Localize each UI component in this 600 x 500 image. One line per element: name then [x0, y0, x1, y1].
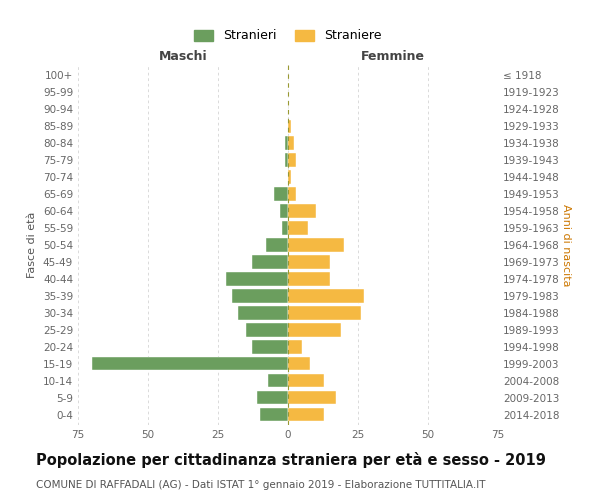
Bar [288, 120, 291, 133]
Y-axis label: Fasce di età: Fasce di età [28, 212, 37, 278]
Text: Maschi: Maschi [158, 50, 208, 64]
Bar [288, 272, 330, 285]
Bar [288, 204, 316, 218]
Bar [288, 256, 330, 268]
Text: COMUNE DI RAFFADALI (AG) - Dati ISTAT 1° gennaio 2019 - Elaborazione TUTTITALIA.: COMUNE DI RAFFADALI (AG) - Dati ISTAT 1°… [36, 480, 485, 490]
Bar [288, 290, 364, 302]
Bar [260, 408, 288, 422]
Bar [92, 357, 288, 370]
Bar [251, 340, 288, 353]
Bar [283, 222, 288, 234]
Bar [266, 238, 288, 252]
Bar [232, 290, 288, 302]
Bar [288, 324, 341, 336]
Bar [268, 374, 288, 388]
Bar [288, 170, 291, 183]
Bar [288, 374, 325, 388]
Bar [288, 154, 296, 166]
Bar [285, 136, 288, 149]
Bar [288, 408, 325, 422]
Text: Femmine: Femmine [361, 50, 425, 64]
Bar [274, 188, 288, 200]
Bar [288, 188, 296, 200]
Bar [288, 238, 344, 252]
Bar [288, 357, 310, 370]
Bar [288, 136, 293, 149]
Bar [280, 204, 288, 218]
Bar [288, 391, 335, 404]
Bar [238, 306, 288, 320]
Legend: Stranieri, Straniere: Stranieri, Straniere [190, 24, 386, 48]
Bar [288, 306, 361, 320]
Y-axis label: Anni di nascita: Anni di nascita [561, 204, 571, 286]
Bar [251, 256, 288, 268]
Bar [257, 391, 288, 404]
Bar [226, 272, 288, 285]
Bar [288, 222, 308, 234]
Text: Popolazione per cittadinanza straniera per età e sesso - 2019: Popolazione per cittadinanza straniera p… [36, 452, 546, 468]
Bar [288, 340, 302, 353]
Bar [285, 154, 288, 166]
Bar [246, 324, 288, 336]
